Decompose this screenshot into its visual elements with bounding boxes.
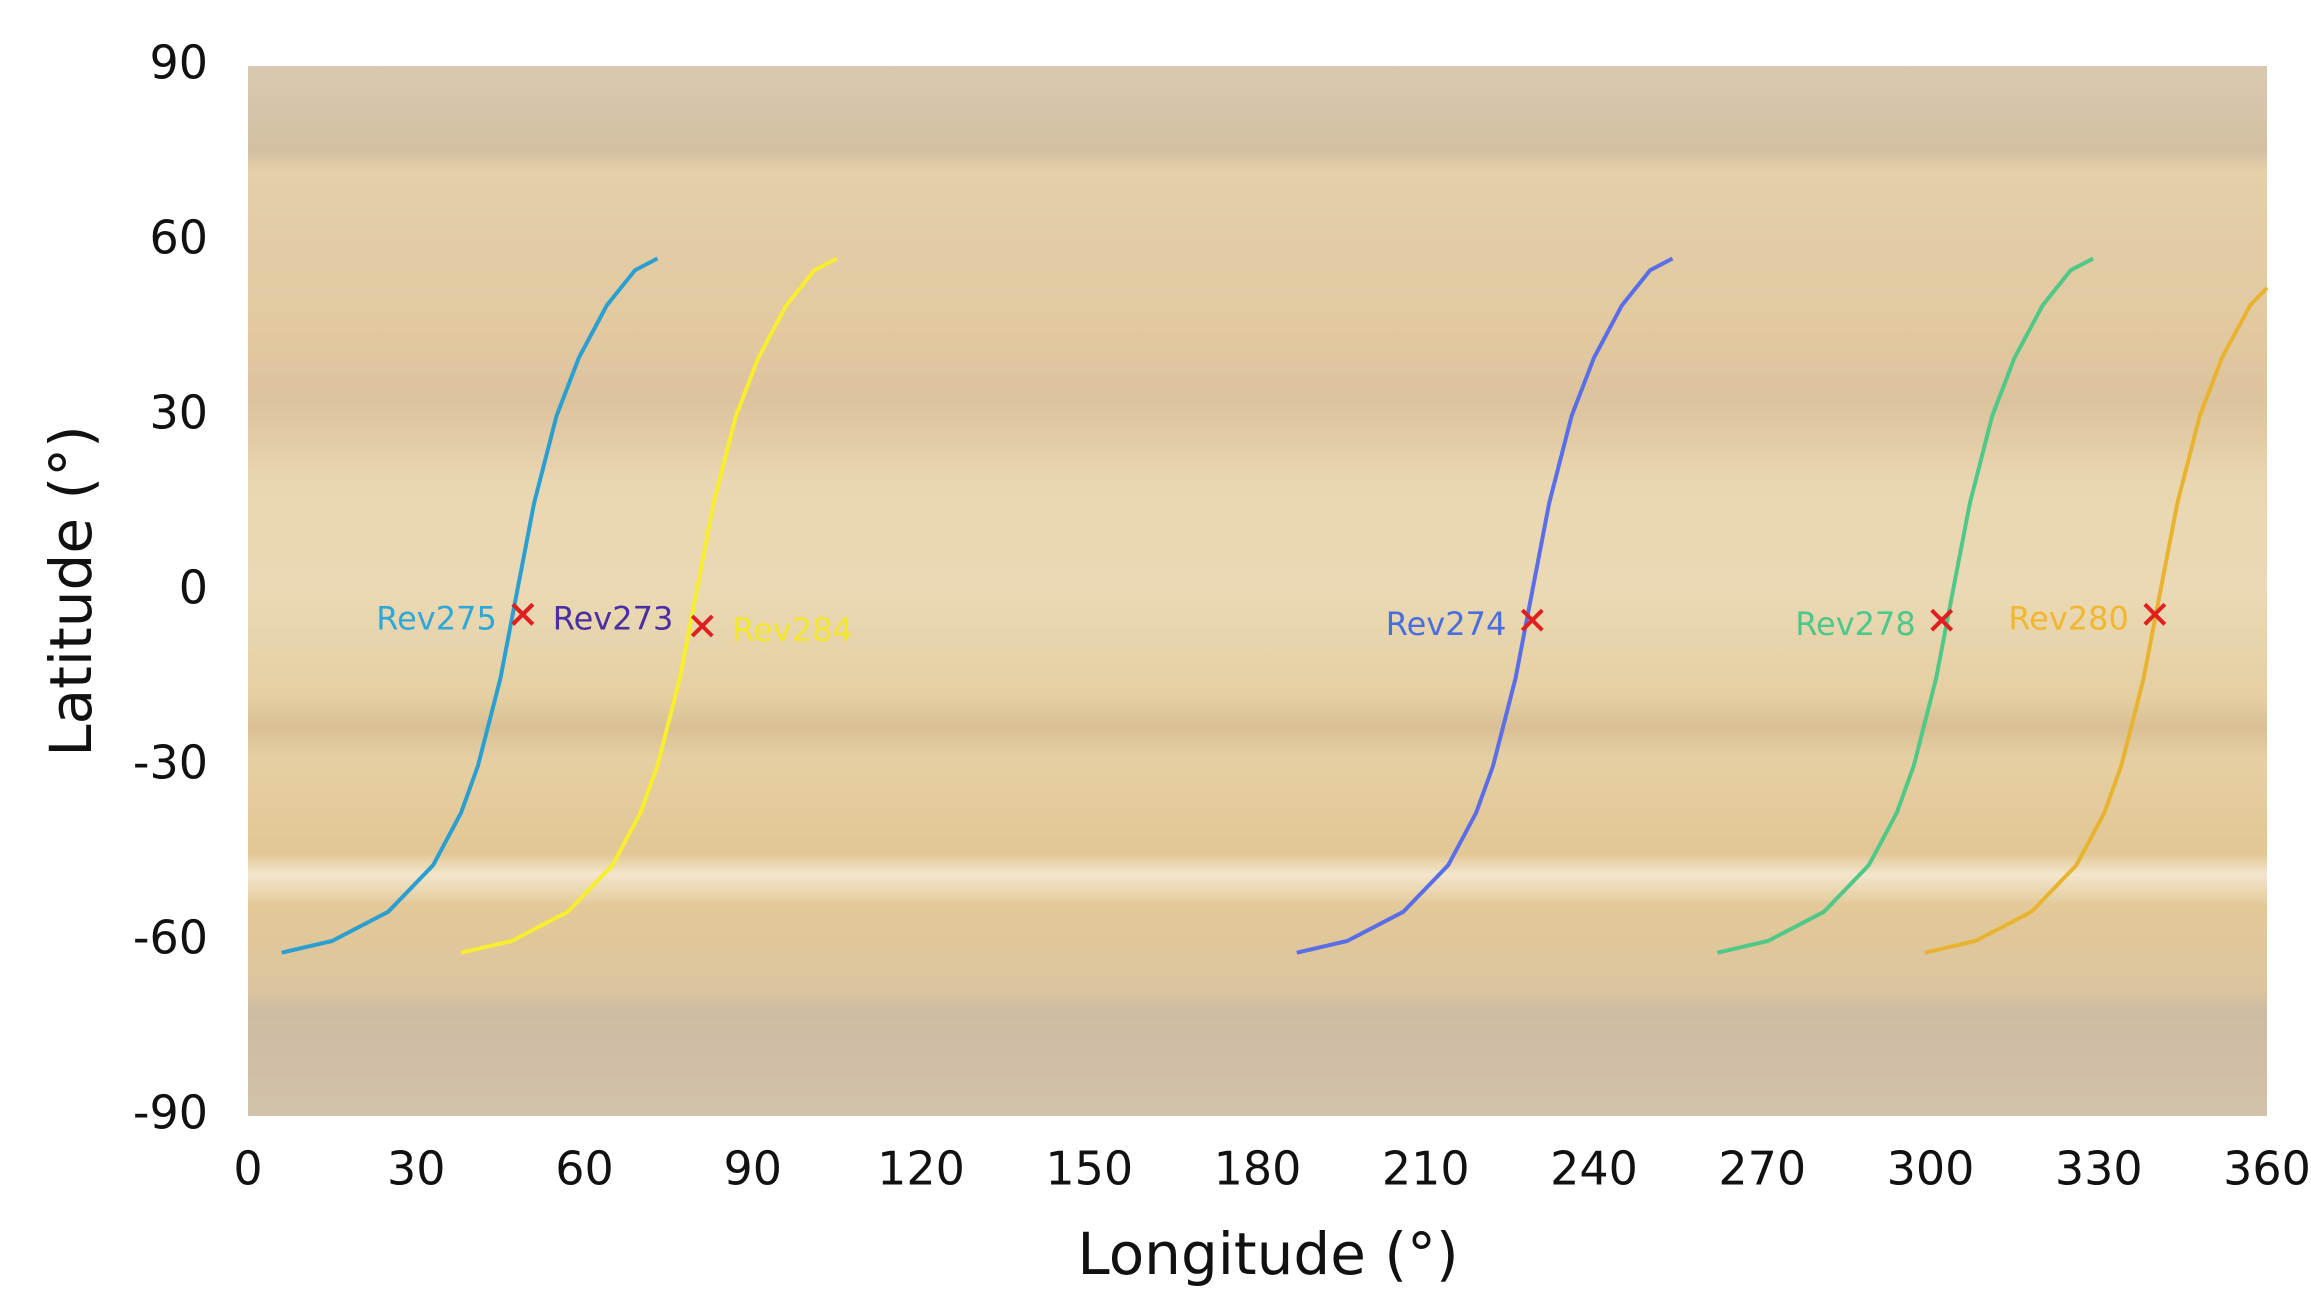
y-tick-label: 30 xyxy=(149,386,208,440)
y-tick-label: 90 xyxy=(149,36,208,90)
x-tick-label: 240 xyxy=(1550,1142,1638,1196)
x-tick-label: 150 xyxy=(1045,1142,1133,1196)
crossing-label: Rev280 xyxy=(2008,599,2129,637)
y-tick-label: 0 xyxy=(179,561,208,615)
crossing-marker xyxy=(2143,602,2167,626)
orbit-track xyxy=(281,256,659,955)
map-background xyxy=(248,66,2267,1116)
crossing-label: Rev273 xyxy=(553,599,674,637)
crossing-label: Rev274 xyxy=(1386,605,1507,643)
x-tick-label: 120 xyxy=(877,1142,965,1196)
x-tick-label: 270 xyxy=(1718,1142,1806,1196)
y-axis-title: Latitude (°) xyxy=(37,425,105,756)
crossing-label: Rev284 xyxy=(732,611,853,649)
orbit-track xyxy=(460,256,838,955)
y-tick-label: 60 xyxy=(149,211,208,265)
x-tick-label: 300 xyxy=(1887,1142,1975,1196)
x-tick-label: 90 xyxy=(723,1142,782,1196)
x-tick-label: 60 xyxy=(555,1142,614,1196)
crossing-marker xyxy=(1930,608,1954,632)
x-tick-label: 30 xyxy=(387,1142,446,1196)
x-tick-label: 360 xyxy=(2223,1142,2311,1196)
crossing-marker xyxy=(511,602,535,626)
y-tick-label: -60 xyxy=(133,911,208,965)
y-tick-label: -90 xyxy=(133,1086,208,1140)
crossing-label: Rev278 xyxy=(1795,605,1916,643)
orbit-track xyxy=(1296,256,1674,955)
crossing-marker xyxy=(1520,608,1544,632)
x-tick-label: 330 xyxy=(2055,1142,2143,1196)
crossing-label: Rev275 xyxy=(376,599,497,637)
y-tick-label: -30 xyxy=(133,736,208,790)
x-tick-label: 0 xyxy=(233,1142,262,1196)
x-axis-title: Longitude (°) xyxy=(1077,1220,1458,1288)
crossing-marker xyxy=(690,614,714,638)
x-tick-label: 180 xyxy=(1214,1142,1302,1196)
orbit-track xyxy=(1716,256,2095,955)
orbit-track xyxy=(1924,286,2269,955)
x-tick-label: 210 xyxy=(1382,1142,1470,1196)
